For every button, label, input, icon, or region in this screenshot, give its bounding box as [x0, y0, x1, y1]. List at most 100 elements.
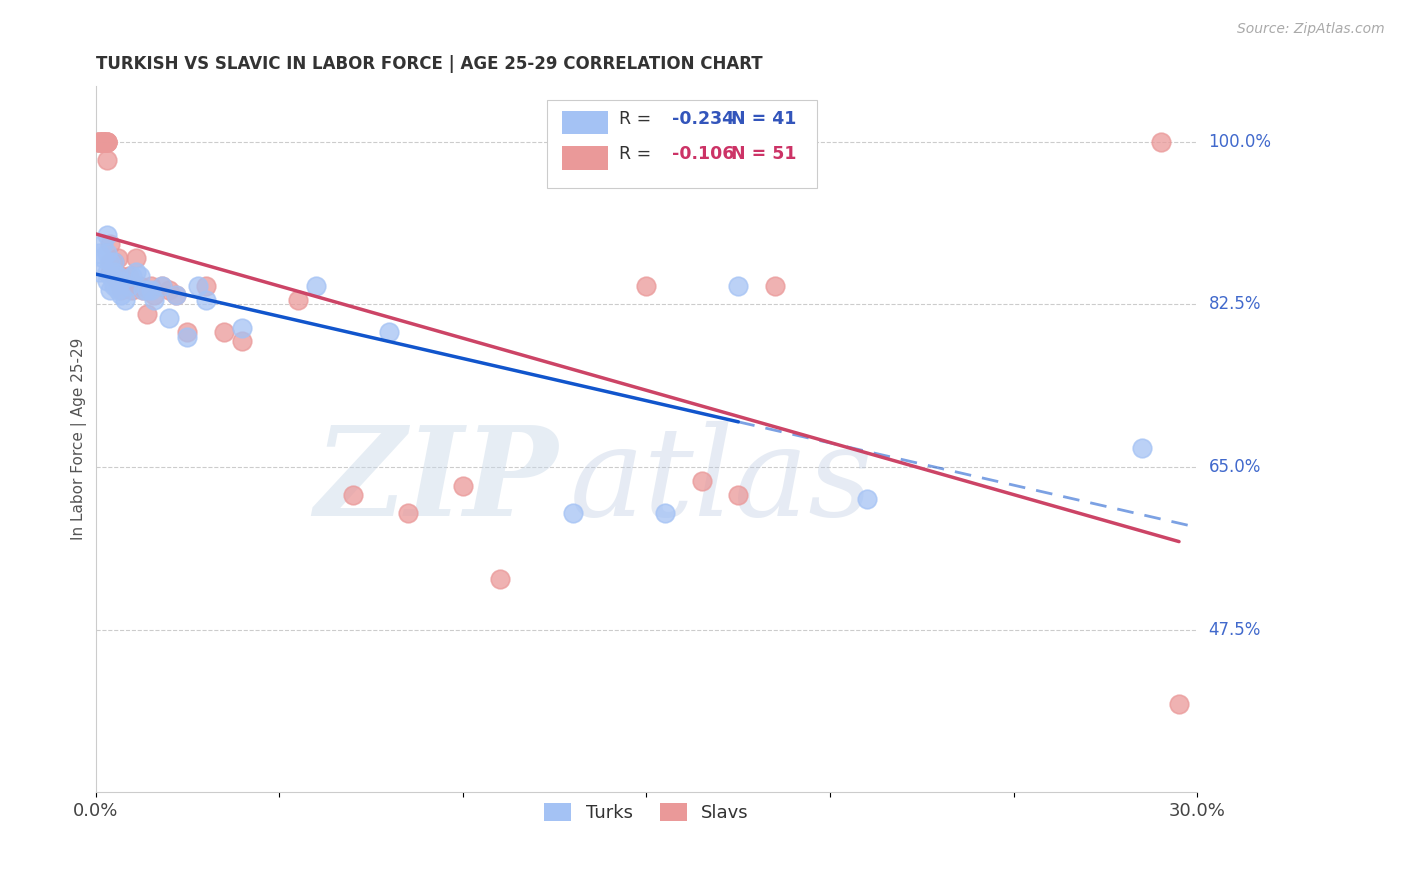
- Text: -0.234: -0.234: [672, 110, 734, 128]
- Point: [96, 135, 118, 149]
- Point: [763, 278, 786, 293]
- Point: [110, 283, 132, 297]
- Point: [1168, 697, 1191, 711]
- Point: [342, 488, 364, 502]
- Point: [143, 293, 166, 307]
- Point: [562, 507, 585, 521]
- Point: [396, 507, 419, 521]
- Text: N = 51: N = 51: [713, 145, 796, 163]
- Point: [132, 283, 155, 297]
- Text: N = 41: N = 41: [713, 110, 796, 128]
- Point: [136, 307, 159, 321]
- Point: [132, 283, 155, 297]
- Point: [121, 283, 143, 297]
- Point: [727, 278, 749, 293]
- Point: [187, 278, 209, 293]
- Point: [150, 278, 173, 293]
- Point: [125, 251, 148, 265]
- Point: [157, 311, 180, 326]
- Point: [110, 269, 132, 284]
- Point: [96, 135, 118, 149]
- Point: [98, 269, 121, 284]
- Point: [96, 274, 118, 288]
- FancyBboxPatch shape: [547, 100, 817, 188]
- Text: 65.0%: 65.0%: [1209, 458, 1261, 476]
- Point: [96, 153, 118, 168]
- Text: 47.5%: 47.5%: [1209, 621, 1261, 639]
- Point: [107, 269, 129, 284]
- Point: [96, 135, 118, 149]
- Point: [107, 274, 129, 288]
- Text: Source: ZipAtlas.com: Source: ZipAtlas.com: [1237, 22, 1385, 37]
- Point: [89, 135, 111, 149]
- Point: [690, 474, 713, 488]
- Point: [96, 227, 118, 242]
- Text: ZIP: ZIP: [315, 421, 558, 542]
- Point: [89, 135, 111, 149]
- Point: [98, 283, 121, 297]
- Point: [654, 507, 676, 521]
- Text: TURKISH VS SLAVIC IN LABOR FORCE | AGE 25-29 CORRELATION CHART: TURKISH VS SLAVIC IN LABOR FORCE | AGE 2…: [96, 55, 762, 73]
- Point: [98, 255, 121, 269]
- Point: [128, 269, 150, 284]
- Point: [89, 265, 111, 279]
- Point: [91, 135, 114, 149]
- Point: [128, 278, 150, 293]
- Point: [110, 274, 132, 288]
- Point: [139, 283, 162, 297]
- Point: [89, 135, 111, 149]
- FancyBboxPatch shape: [561, 112, 607, 135]
- Point: [96, 246, 118, 260]
- Point: [91, 251, 114, 265]
- Point: [194, 278, 217, 293]
- Point: [96, 265, 118, 279]
- Point: [117, 269, 139, 284]
- Text: R =: R =: [619, 145, 657, 163]
- Point: [103, 269, 125, 284]
- Point: [378, 325, 401, 339]
- Point: [139, 278, 162, 293]
- Point: [125, 265, 148, 279]
- Point: [165, 288, 187, 302]
- Legend: Turks, Slavs: Turks, Slavs: [537, 796, 756, 830]
- Point: [117, 278, 139, 293]
- Point: [136, 283, 159, 297]
- Point: [1130, 442, 1153, 456]
- Point: [107, 283, 129, 297]
- Point: [488, 572, 510, 586]
- Point: [107, 251, 129, 265]
- Point: [91, 135, 114, 149]
- Point: [1149, 135, 1171, 149]
- Point: [121, 269, 143, 284]
- Point: [103, 278, 125, 293]
- Point: [89, 135, 111, 149]
- Point: [114, 278, 136, 293]
- Point: [305, 278, 328, 293]
- Point: [91, 135, 114, 149]
- Point: [157, 283, 180, 297]
- Point: [856, 492, 879, 507]
- Text: -0.106: -0.106: [672, 145, 734, 163]
- Point: [176, 330, 198, 344]
- Text: atlas: atlas: [569, 421, 873, 542]
- Point: [231, 320, 253, 334]
- Point: [165, 288, 187, 302]
- Point: [91, 135, 114, 149]
- Point: [212, 325, 235, 339]
- Text: 82.5%: 82.5%: [1209, 295, 1261, 313]
- Point: [98, 255, 121, 269]
- Point: [451, 478, 474, 492]
- Point: [287, 293, 309, 307]
- Point: [103, 255, 125, 269]
- Text: R =: R =: [619, 110, 657, 128]
- Point: [110, 288, 132, 302]
- Point: [114, 293, 136, 307]
- Point: [91, 135, 114, 149]
- Point: [91, 135, 114, 149]
- Point: [98, 265, 121, 279]
- Point: [150, 278, 173, 293]
- Text: 100.0%: 100.0%: [1209, 133, 1271, 151]
- Point: [96, 135, 118, 149]
- Point: [194, 293, 217, 307]
- Point: [143, 288, 166, 302]
